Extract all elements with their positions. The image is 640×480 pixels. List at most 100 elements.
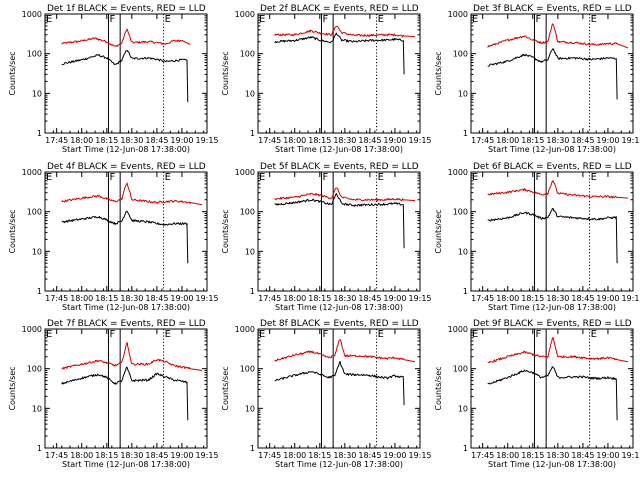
time-marker-label: F xyxy=(109,329,115,340)
y-tick-label: 10 xyxy=(245,247,255,256)
time-marker-label: E xyxy=(46,14,52,25)
time-marker-label: F xyxy=(535,14,541,25)
x-tick-label: 18:15 xyxy=(95,294,118,303)
x-tick-label: 18:45 xyxy=(358,294,381,303)
x-tick-label: 18:15 xyxy=(521,136,544,145)
y-tick-label: 100 xyxy=(453,208,468,217)
time-marker-label: E xyxy=(46,172,52,183)
plot-frame xyxy=(257,328,421,449)
x-tick-label: 17:45 xyxy=(45,136,68,145)
time-marker-label: F xyxy=(322,14,328,25)
x-tick-label: 19:15 xyxy=(621,136,640,145)
time-marker-label: E xyxy=(165,329,171,340)
y-tick-label: 1 xyxy=(250,287,255,296)
panel-title: Det 6f BLACK = Events, RED = LLD xyxy=(473,162,632,172)
series-lld-line xyxy=(487,23,629,49)
y-tick-label: 100 xyxy=(240,208,255,217)
time-marker-label: E xyxy=(472,329,478,340)
y-tick-label: 100 xyxy=(27,365,42,374)
x-axis-label: Start Time (12-Jun-08 17:38:00) xyxy=(62,460,190,469)
y-tick-label: 100 xyxy=(240,365,255,374)
x-tick-label: 17:45 xyxy=(471,294,494,303)
x-tick-label: 19:15 xyxy=(195,451,218,460)
x-tick-label: 19:00 xyxy=(596,136,619,145)
y-tick-label: 100 xyxy=(240,50,255,59)
x-tick-label: 18:30 xyxy=(120,136,143,145)
series-lld-line xyxy=(274,339,416,363)
plot-frame xyxy=(257,13,421,134)
time-marker-label: E xyxy=(378,172,384,183)
x-tick-label: 18:00 xyxy=(496,451,519,460)
panel-det-3: Det 3f BLACK = Events, RED = LLD 1 10 100 10… xyxy=(434,4,640,154)
x-tick-label: 18:15 xyxy=(308,294,331,303)
x-tick-label: 17:45 xyxy=(45,294,68,303)
y-tick-label: 1000 xyxy=(448,10,468,19)
x-tick-label: 19:00 xyxy=(383,294,406,303)
x-tick-label: 18:00 xyxy=(70,451,93,460)
x-tick-label: 18:45 xyxy=(145,294,168,303)
x-tick-label: 19:15 xyxy=(408,136,431,145)
x-tick-label: 18:15 xyxy=(521,294,544,303)
x-tick-label: 18:30 xyxy=(546,136,569,145)
x-tick-label: 18:00 xyxy=(70,136,93,145)
x-tick-label: 18:15 xyxy=(95,136,118,145)
series-lld-line xyxy=(487,337,629,364)
x-tick-label: 19:15 xyxy=(195,136,218,145)
x-tick-label: 18:45 xyxy=(145,136,168,145)
x-tick-label: 18:00 xyxy=(496,136,519,145)
panel-det-1: Det 1f BLACK = Events, RED = LLD 1 10 100 10… xyxy=(8,4,219,154)
x-tick-label: 18:15 xyxy=(308,451,331,460)
x-tick-label: 18:15 xyxy=(95,451,118,460)
series-lld-line xyxy=(274,25,416,38)
x-tick-label: 18:30 xyxy=(333,136,356,145)
x-tick-label: 19:00 xyxy=(170,136,193,145)
x-axis-label: Start Time (12-Jun-08 17:38:00) xyxy=(275,460,403,469)
x-tick-label: 19:15 xyxy=(408,294,431,303)
x-tick-label: 19:15 xyxy=(195,294,218,303)
plot-frame xyxy=(257,171,421,292)
x-tick-label: 18:00 xyxy=(283,136,306,145)
y-tick-label: 1 xyxy=(250,444,255,453)
x-tick-label: 18:00 xyxy=(283,294,306,303)
series-lld-line xyxy=(487,180,629,199)
x-tick-label: 19:00 xyxy=(596,451,619,460)
y-axis-label: Counts/sec xyxy=(434,51,443,95)
x-tick-label: 18:15 xyxy=(308,136,331,145)
y-tick-label: 100 xyxy=(453,365,468,374)
panel-title: Det 1f BLACK = Events, RED = LLD xyxy=(47,4,206,14)
panel-det-7: Det 7f BLACK = Events, RED = LLD 1 10 100 10… xyxy=(8,319,219,469)
x-tick-label: 17:45 xyxy=(471,451,494,460)
series-events-line xyxy=(487,208,618,264)
x-axis-label: Start Time (12-Jun-08 17:38:00) xyxy=(62,303,190,312)
x-tick-label: 17:45 xyxy=(258,136,281,145)
x-tick-label: 18:30 xyxy=(546,294,569,303)
x-tick-label: 17:45 xyxy=(258,451,281,460)
x-tick-label: 19:15 xyxy=(408,451,431,460)
time-marker-label: F xyxy=(109,172,115,183)
time-marker-label: E xyxy=(165,172,171,183)
panel-det-9: Det 9f BLACK = Events, RED = LLD 1 10 100 10… xyxy=(434,319,640,469)
time-marker-label: F xyxy=(109,14,115,25)
y-tick-label: 1 xyxy=(37,129,42,138)
y-axis-label: Counts/sec xyxy=(8,209,17,253)
y-tick-label: 1000 xyxy=(22,168,42,177)
plot-frame xyxy=(470,171,634,292)
y-tick-label: 10 xyxy=(245,89,255,98)
x-axis-label: Start Time (12-Jun-08 17:38:00) xyxy=(62,145,190,154)
x-tick-label: 19:15 xyxy=(621,451,640,460)
x-tick-label: 18:00 xyxy=(496,294,519,303)
y-tick-label: 1000 xyxy=(235,10,255,19)
y-tick-label: 1000 xyxy=(235,168,255,177)
series-lld-line xyxy=(61,342,203,371)
panel-det-5: Det 5f BLACK = Events, RED = LLD 1 10 100 10… xyxy=(221,162,432,312)
y-tick-label: 1 xyxy=(37,287,42,296)
time-marker-label: E xyxy=(378,329,384,340)
series-lld-line xyxy=(274,187,416,202)
y-axis-label: Counts/sec xyxy=(434,366,443,410)
x-tick-label: 18:45 xyxy=(358,451,381,460)
x-tick-label: 18:30 xyxy=(333,451,356,460)
series-lld-line xyxy=(61,182,203,206)
series-events-line xyxy=(487,48,618,100)
time-marker-label: E xyxy=(165,14,171,25)
time-marker-label: E xyxy=(259,172,265,183)
